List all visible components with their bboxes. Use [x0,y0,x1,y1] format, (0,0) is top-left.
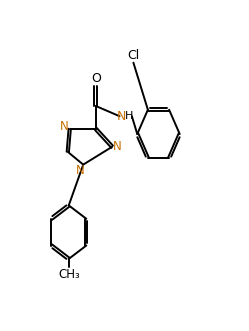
Text: N: N [117,110,126,123]
Text: O: O [91,72,101,85]
Text: N: N [113,140,122,153]
Text: N: N [75,164,84,177]
Text: H: H [125,111,134,121]
Text: Cl: Cl [127,49,139,62]
Text: N: N [60,120,69,133]
Text: CH₃: CH₃ [58,268,80,281]
